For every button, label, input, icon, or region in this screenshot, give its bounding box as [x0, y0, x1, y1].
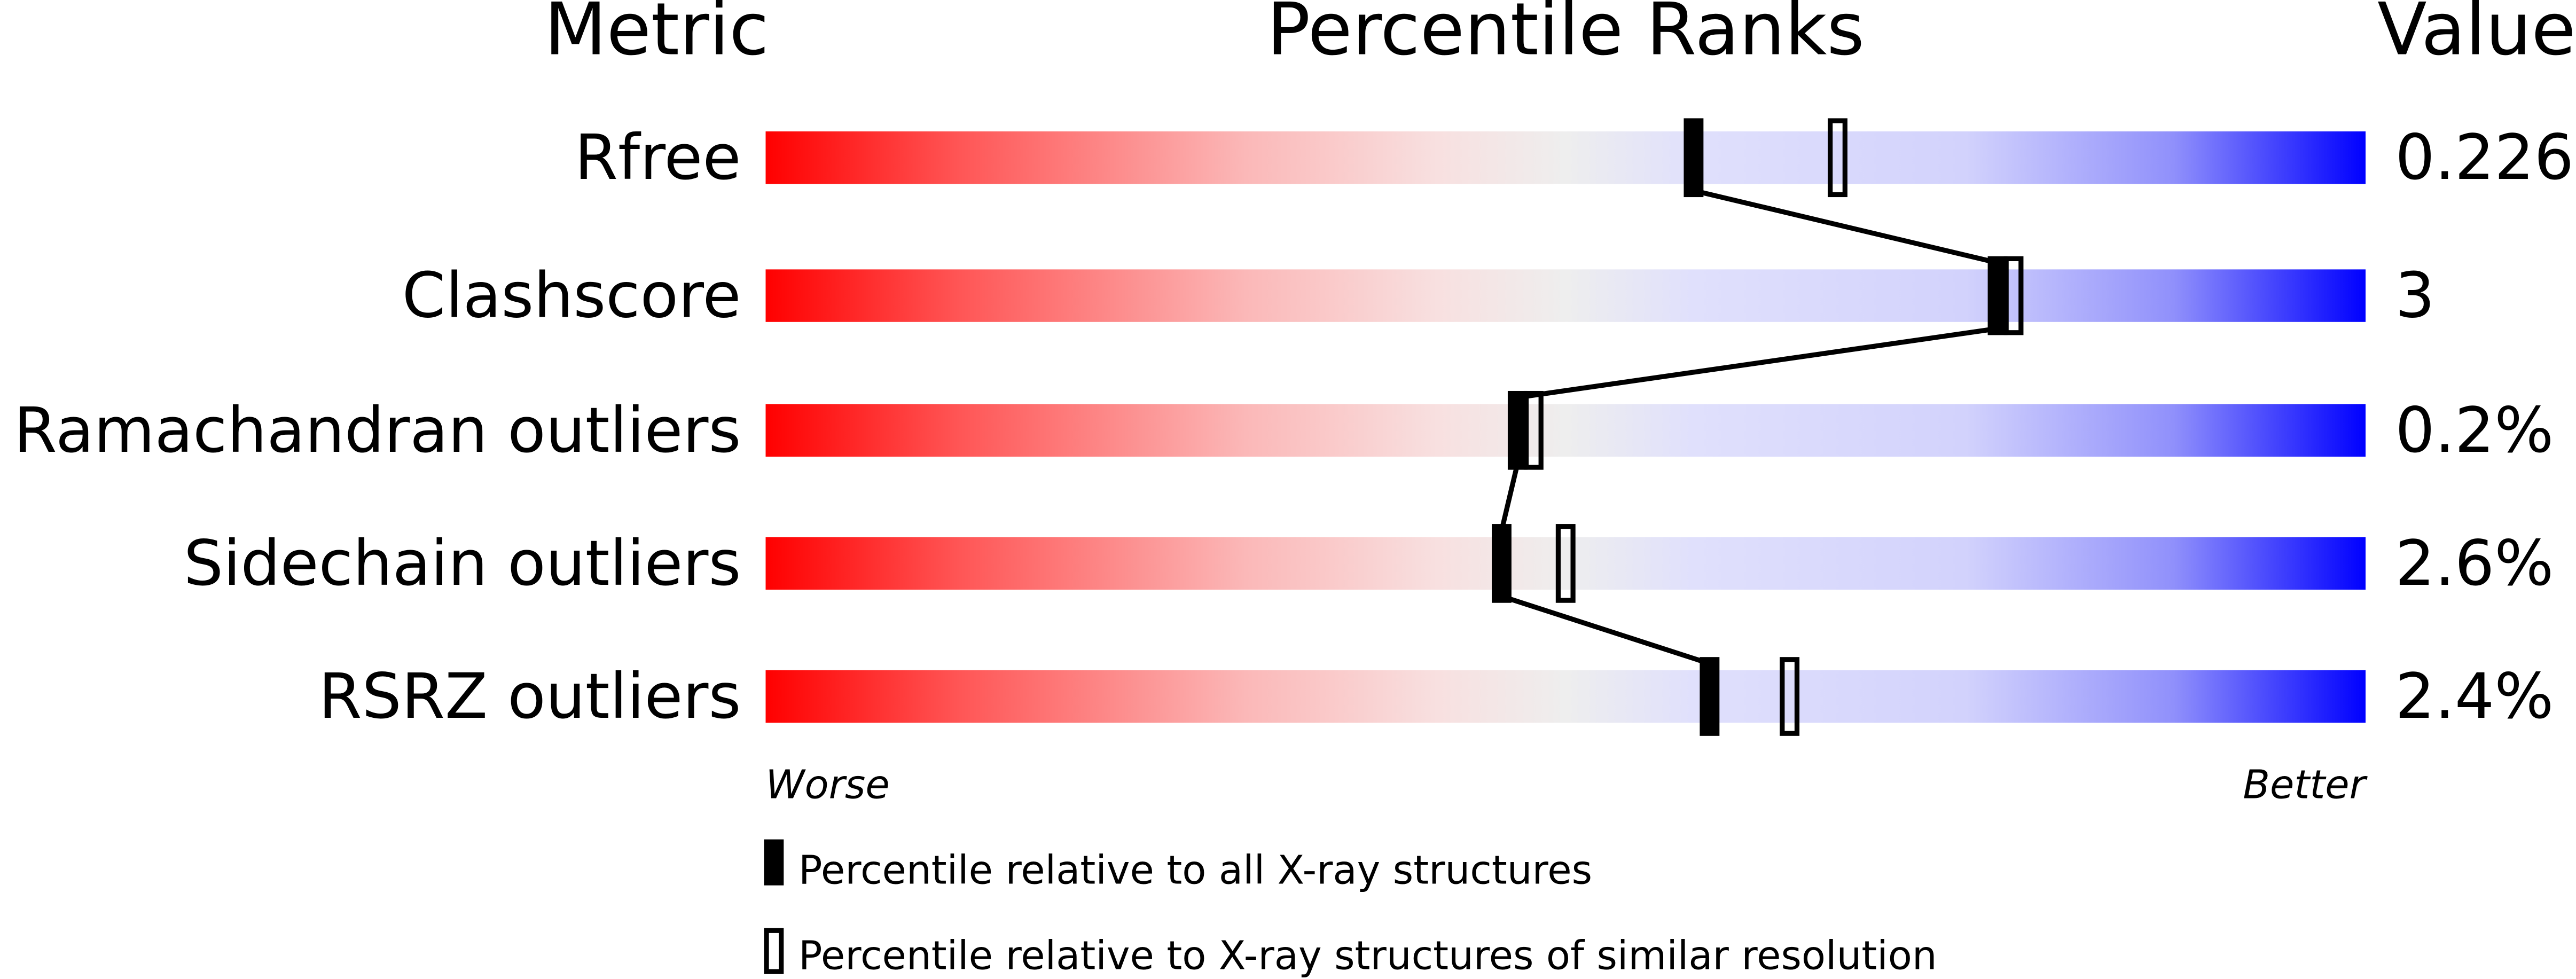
marker-all-structures — [1491, 524, 1512, 603]
metric-value: 2.6% — [2395, 527, 2554, 600]
axis-label-worse: Worse — [765, 762, 889, 808]
metric-value: 3 — [2395, 260, 2434, 332]
metric-label: RSRZ outliers — [318, 660, 741, 733]
metric-label: Sidechain outliers — [184, 527, 741, 600]
metric-label: Ramachandran outliers — [13, 394, 741, 467]
percentile-bar — [765, 269, 2366, 322]
marker-similar-resolution — [1780, 657, 1800, 736]
header-value: Value — [2377, 0, 2576, 71]
metric-value: 2.4% — [2395, 660, 2554, 733]
legend-open-marker — [764, 928, 784, 974]
metric-value: 0.226 — [2395, 121, 2574, 194]
legend-label-all: Percentile relative to all X-ray structu… — [798, 848, 1592, 894]
metric-value: 0.2% — [2395, 394, 2554, 467]
percentile-bar — [765, 670, 2366, 723]
axis-label-better: Better — [2243, 762, 2368, 808]
marker-all-structures — [1700, 657, 1720, 736]
metric-label: Rfree — [575, 121, 741, 194]
legend-filled-marker — [764, 839, 784, 886]
marker-all-structures — [1507, 390, 1528, 470]
marker-all-structures — [1987, 256, 2008, 335]
percentile-bar — [765, 537, 2366, 590]
legend-label-similar: Percentile relative to X-ray structures … — [798, 933, 1937, 979]
header-percentile-ranks: Percentile Ranks — [1267, 0, 1865, 71]
metric-label: Clashscore — [402, 260, 741, 332]
percentile-bar — [765, 131, 2366, 184]
marker-all-structures — [1684, 118, 1704, 198]
percentile-bar — [765, 404, 2366, 457]
header-metric: Metric — [544, 0, 769, 71]
marker-similar-resolution — [1555, 524, 1576, 603]
marker-similar-resolution — [1828, 118, 1847, 198]
